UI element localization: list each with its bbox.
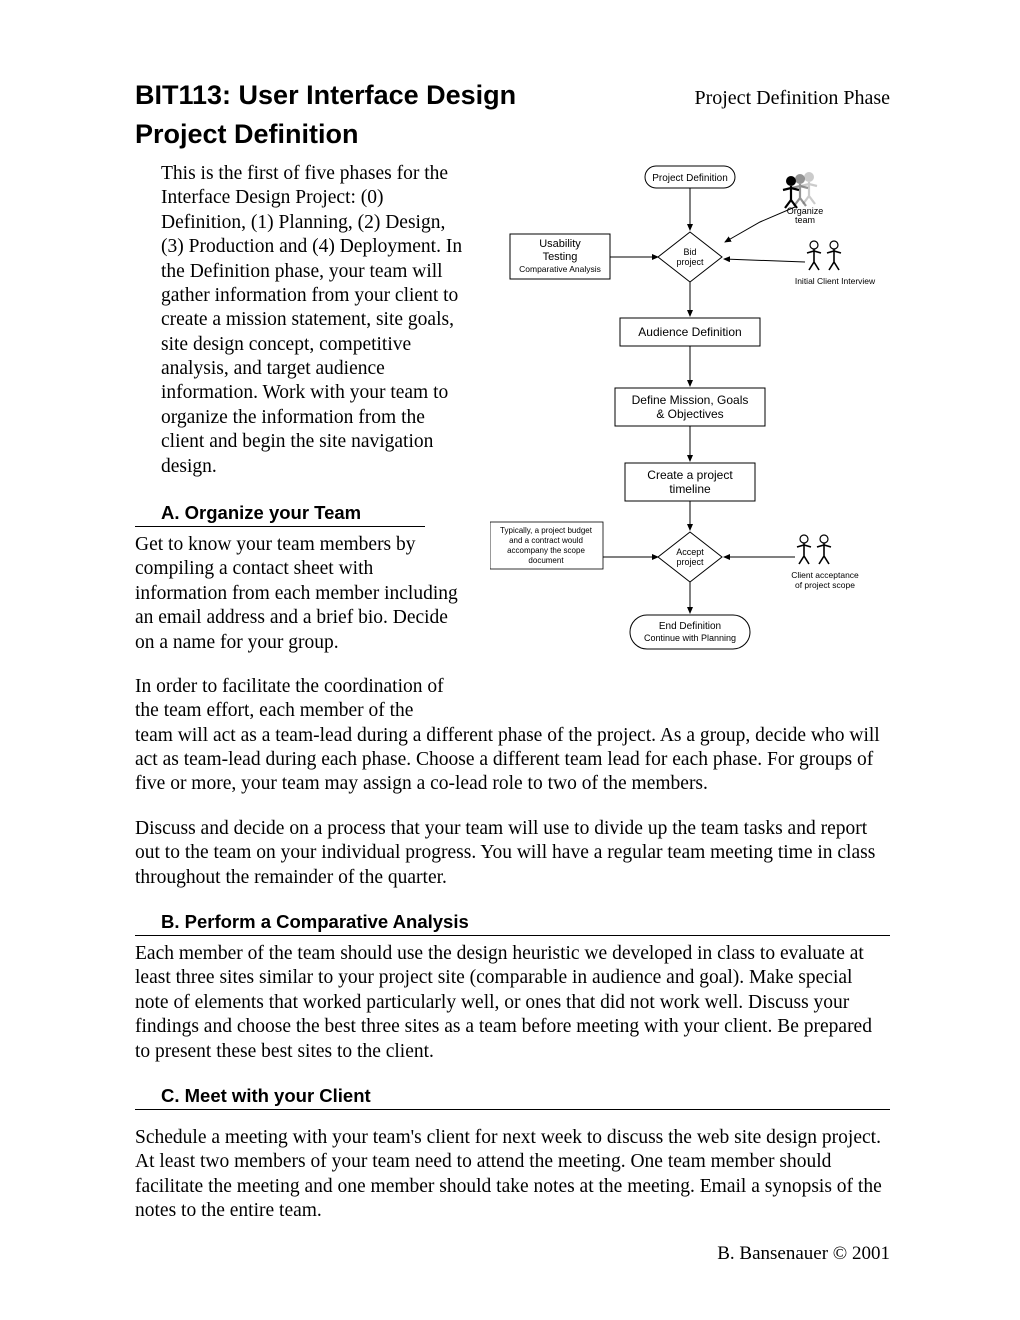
svg-text:project: project (676, 257, 704, 267)
svg-text:Project Definition: Project Definition (652, 173, 728, 184)
section-a-heading: A. Organize your Team (161, 501, 470, 524)
page-subtitle: Project Definition (135, 119, 890, 150)
section-a-p1: Get to know your team members by compili… (135, 533, 470, 655)
section-a-p2-cont: team will act as a team-lead during a di… (135, 724, 890, 797)
svg-text:document: document (528, 556, 564, 565)
svg-text:End Definition: End Definition (659, 621, 721, 632)
svg-text:Bid: Bid (683, 247, 696, 257)
section-c-p1: Schedule a meeting with your team's clie… (135, 1126, 890, 1224)
phase-label: Project Definition Phase (694, 87, 890, 110)
svg-text:Create a project: Create a project (647, 468, 733, 482)
section-a-p2-start: In order to facilitate the coordination … (135, 675, 470, 724)
svg-text:Define Mission, Goals: Define Mission, Goals (632, 393, 749, 407)
svg-text:Testing: Testing (543, 251, 578, 263)
footer-copyright: B. Bansenauer © 2001 (717, 1243, 890, 1265)
svg-text:Audience Definition: Audience Definition (638, 325, 741, 339)
rule-b (135, 935, 890, 936)
course-title: BIT113: User Interface Design (135, 80, 516, 111)
svg-text:of project scope: of project scope (795, 580, 855, 590)
intro-paragraph: This is the first of five phases for the… (135, 162, 470, 479)
svg-text:team: team (795, 215, 815, 225)
svg-text:Initial Client Interview: Initial Client Interview (795, 276, 876, 286)
flowchart-diagram: Project Definition Usability Testing Com… (490, 162, 890, 662)
rule-a (135, 526, 425, 527)
svg-text:accompany the scope: accompany the scope (507, 546, 585, 555)
svg-text:Typically, a project budget: Typically, a project budget (500, 526, 593, 535)
section-a-p3: Discuss and decide on a process that you… (135, 817, 890, 890)
section-c-heading: C. Meet with your Client (161, 1084, 890, 1107)
svg-text:Usability: Usability (539, 238, 581, 250)
svg-text:and a contract would: and a contract would (509, 536, 583, 545)
svg-text:& Objectives: & Objectives (656, 407, 723, 421)
svg-text:Continue with Planning: Continue with Planning (644, 633, 736, 643)
svg-text:Client acceptance: Client acceptance (791, 570, 859, 580)
svg-text:Comparative Analysis: Comparative Analysis (519, 264, 601, 274)
section-b-p1: Each member of the team should use the d… (135, 942, 890, 1064)
svg-text:timeline: timeline (669, 482, 711, 496)
section-b-heading: B. Perform a Comparative Analysis (161, 910, 890, 933)
rule-c (135, 1109, 890, 1110)
svg-text:project: project (676, 557, 704, 567)
text-column: This is the first of five phases for the… (135, 162, 470, 724)
svg-text:Accept: Accept (676, 547, 704, 557)
